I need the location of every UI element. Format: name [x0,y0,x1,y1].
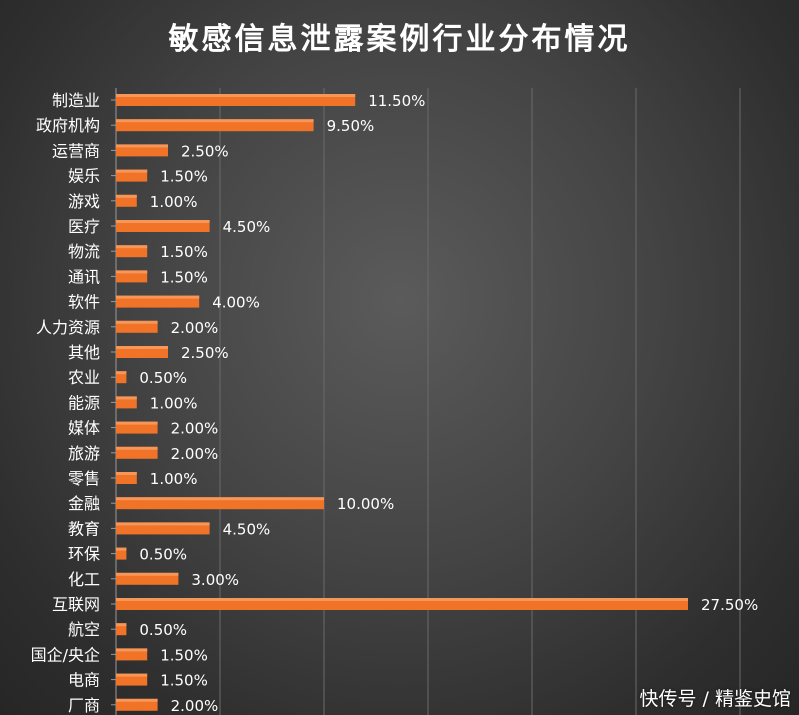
bar-highlight [116,648,148,652]
data-label: 1.50% [160,168,208,186]
category-label: 游戏 [68,192,100,211]
category-label: 互联网 [52,595,100,614]
data-label: 1.00% [150,193,198,211]
data-label: 10.00% [337,495,394,513]
data-label: 0.50% [139,621,187,639]
bar-highlight [116,220,210,223]
data-label: 27.50% [701,596,758,614]
category-label: 人力资源 [36,318,100,337]
category-label: 物流 [68,242,100,261]
data-label: 1.50% [160,646,208,664]
category-label: 医疗 [68,217,100,236]
category-label: 媒体 [68,419,100,438]
bar-highlight [116,497,324,501]
data-label: 4.50% [223,520,271,538]
bar [116,547,127,560]
bar-highlight [116,623,127,627]
data-label: 2.50% [181,142,229,160]
category-label: 能源 [68,393,100,412]
category-label: 运营商 [52,141,100,160]
bar-highlight [116,270,148,274]
data-label: 4.00% [212,294,260,312]
data-label: 2.00% [171,697,219,715]
bar-highlight [116,446,158,450]
bar-highlight [116,421,158,425]
bar-highlight [116,598,688,601]
data-label: 2.00% [171,420,219,438]
chart-title: 敏感信息泄露案例行业分布情况 [168,22,631,57]
watermark: 快传号 / 精鉴史馆 [639,688,791,710]
bar-highlight [116,673,148,677]
category-label: 娱乐 [68,167,100,186]
category-label: 国企/央企 [31,645,100,664]
category-label: 其他 [68,343,100,362]
data-label: 3.00% [191,571,239,589]
data-label: 1.50% [160,243,208,261]
category-label: 软件 [68,293,100,312]
data-label: 0.50% [139,369,187,387]
bar-highlight [116,194,137,198]
category-label: 零售 [68,469,100,488]
category-label: 电商 [68,671,100,690]
bar-highlight [116,472,137,475]
category-label: 环保 [68,545,100,564]
bar-highlight [116,245,148,249]
bar-highlight [116,522,210,526]
bar-highlight [116,396,137,400]
bar-highlight [116,320,158,324]
data-label: 2.00% [171,445,219,463]
bar-highlight [116,346,168,349]
data-label: 1.00% [150,394,198,412]
data-label: 9.50% [327,117,375,135]
bar-highlight [116,169,148,173]
category-label: 农业 [68,368,100,387]
bar [116,623,127,636]
bar-highlight [116,698,158,702]
bar-highlight [116,144,168,148]
data-label: 0.50% [139,546,187,564]
category-label: 通讯 [68,267,100,286]
bar-highlight [116,572,179,576]
category-label: 金融 [68,494,100,513]
category-label: 厂商 [68,696,100,715]
category-label: 旅游 [68,444,100,463]
category-label: 制造业 [52,91,100,110]
category-label: 航空 [68,620,100,639]
data-label: 4.50% [223,218,271,236]
data-label: 1.50% [160,672,208,690]
data-label: 2.00% [171,319,219,337]
bar-highlight [116,371,127,375]
bar-highlight [116,94,356,97]
bar-highlight [116,295,200,299]
data-label: 1.00% [150,470,198,488]
data-label: 1.50% [160,268,208,286]
bar [116,371,127,384]
bar-highlight [116,547,127,551]
category-label: 化工 [68,570,100,589]
data-label: 11.50% [368,92,425,110]
data-label: 2.50% [181,344,229,362]
bar-highlight [116,119,314,123]
category-label: 政府机构 [36,116,100,135]
category-label: 教育 [68,519,100,538]
